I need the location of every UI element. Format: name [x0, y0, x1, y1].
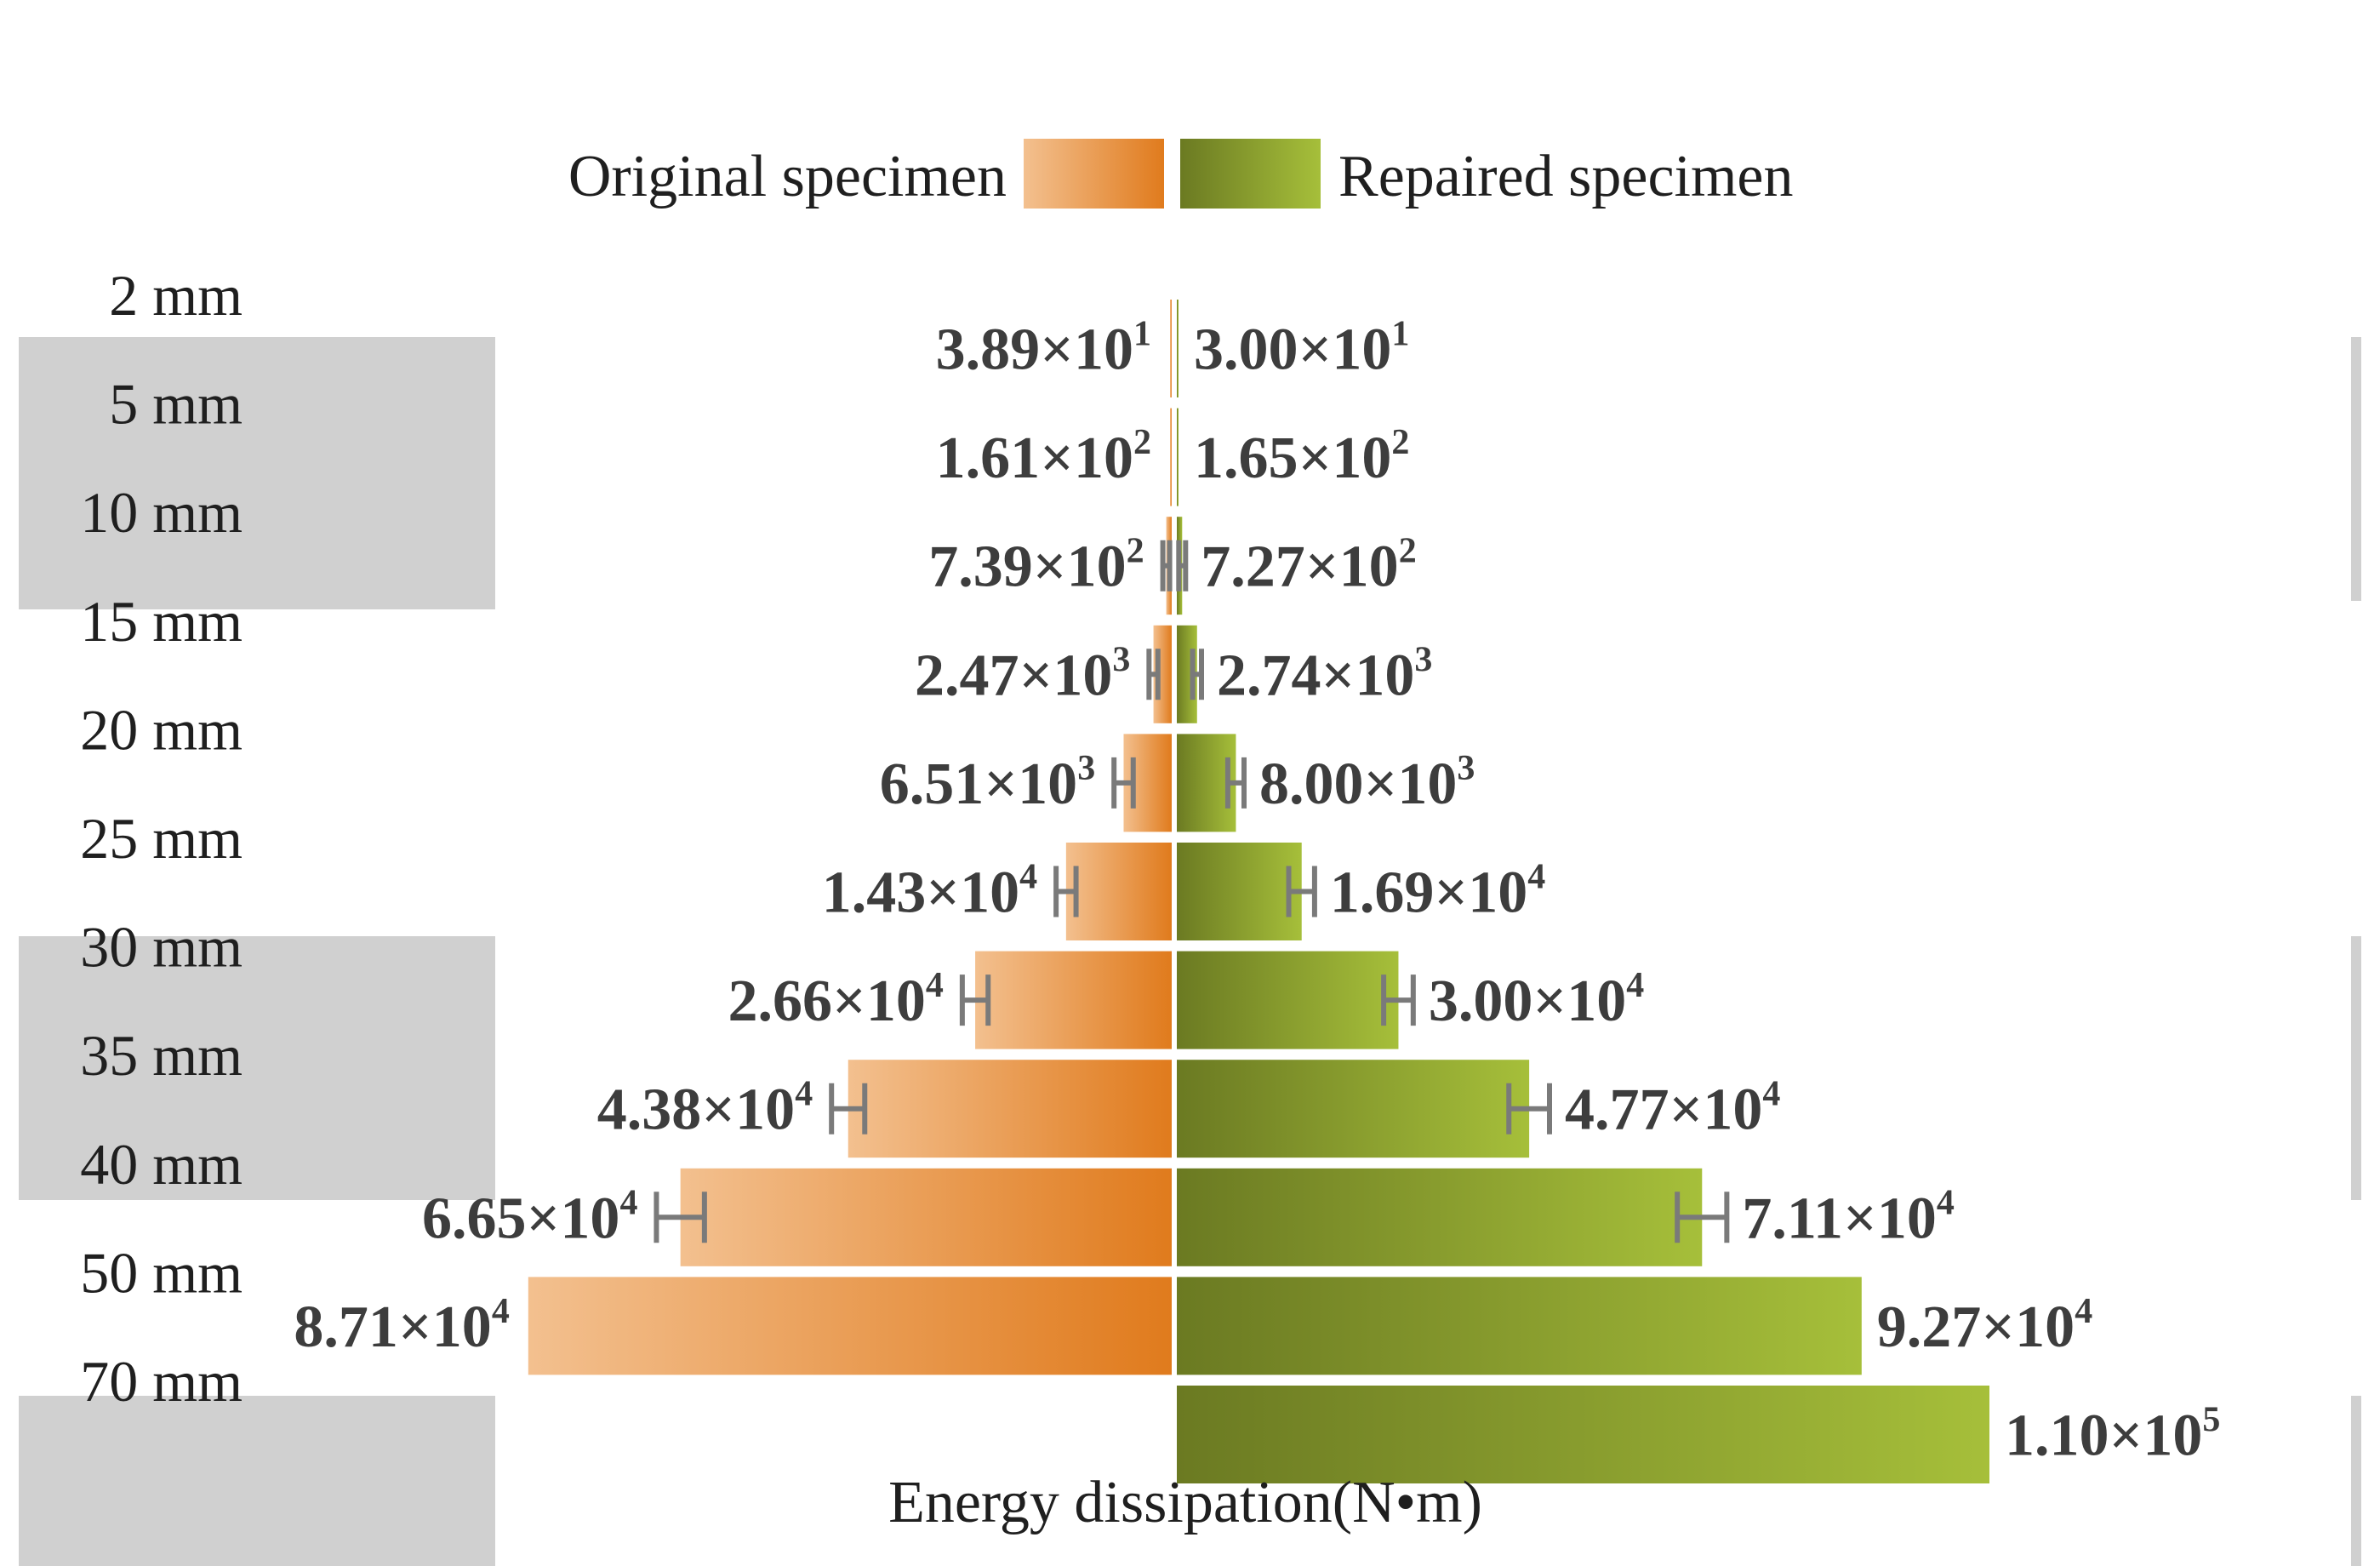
legend-label-repaired: Repaired specimen: [1338, 144, 1794, 209]
category-label: 5 mm: [109, 372, 243, 437]
value-label-original: 1.43×104: [822, 858, 1037, 926]
bar-repaired: [1177, 951, 1399, 1049]
legend: Original specimen Repaired specimen: [568, 139, 1794, 209]
x-axis-title: Energy dissipation(N•m): [888, 1470, 1482, 1535]
value-label-original: 7.39×102: [928, 532, 1144, 600]
error-bar-original: [1146, 649, 1161, 700]
category-label: 10 mm: [80, 480, 243, 545]
value-label-repaired: 7.11×104: [1742, 1183, 1955, 1251]
error-bar-repaired: [1506, 1083, 1552, 1134]
decorative-blocks: [19, 337, 2361, 1566]
bar-repaired: [1177, 843, 1302, 940]
value-label-repaired: 1.69×104: [1330, 858, 1545, 926]
category-label: 20 mm: [80, 697, 243, 762]
bar-repaired: [1177, 1277, 1862, 1375]
error-bar-original: [654, 1192, 707, 1243]
category-label: 40 mm: [80, 1132, 243, 1197]
category-label: 30 mm: [80, 915, 243, 980]
error-bar-repaired: [1675, 1192, 1730, 1243]
bar-original: [1170, 300, 1172, 397]
error-bar-repaired: [1190, 649, 1204, 700]
value-label-repaired: 7.27×102: [1201, 532, 1416, 600]
value-label-original: 6.65×104: [422, 1183, 637, 1251]
error-bar-original: [1160, 540, 1173, 592]
category-label: 25 mm: [80, 806, 243, 871]
error-bar-original: [1053, 866, 1079, 917]
value-label-repaired: 1.65×102: [1194, 423, 1409, 491]
value-label-original: 2.47×103: [915, 640, 1130, 708]
value-label-original: 6.51×103: [880, 749, 1095, 817]
error-bar-original: [1111, 757, 1136, 809]
bar-repaired: [1177, 1168, 1703, 1266]
value-labels: 3.89×101 3.00×101 1.61×102 1.65×102 7.39×102…: [294, 315, 2220, 1469]
category-label: 2 mm: [109, 263, 243, 328]
legend-swatch-repaired: [1180, 139, 1321, 209]
bar-original: [1065, 843, 1172, 940]
value-label-original: 1.61×102: [936, 423, 1151, 491]
value-label-repaired: 3.00×101: [1194, 315, 1409, 383]
error-bar-original: [959, 974, 991, 1026]
bar-repaired: [1177, 300, 1179, 397]
error-bar-repaired: [1224, 757, 1247, 809]
bar-original: [975, 951, 1172, 1049]
error-bar-repaired: [1176, 540, 1189, 592]
category-labels: 2 mm 5 mm 10 mm 15 mm 20 mm 25 mm 30 mm 35 mm 40…: [80, 263, 243, 1414]
value-label-repaired: 2.74×103: [1217, 640, 1432, 708]
value-label-repaired: 4.77×104: [1565, 1075, 1780, 1143]
error-bar-original: [829, 1083, 868, 1134]
value-label-repaired: 9.27×104: [1877, 1292, 2092, 1360]
bars: [528, 300, 1989, 1483]
bar-repaired: [1177, 1386, 1989, 1483]
value-label-repaired: 8.00×103: [1259, 749, 1475, 817]
bar-repaired: [1177, 1060, 1530, 1158]
legend-swatch-original: [1024, 139, 1164, 209]
value-label-original: 3.89×101: [936, 315, 1151, 383]
value-label-original: 8.71×104: [294, 1292, 509, 1360]
category-label: 50 mm: [80, 1240, 243, 1305]
category-label: 35 mm: [80, 1023, 243, 1088]
category-label: 70 mm: [80, 1349, 243, 1414]
value-label-original: 4.38×104: [597, 1075, 813, 1143]
value-label-repaired: 1.10×105: [2005, 1401, 2220, 1469]
error-bar-repaired: [1381, 974, 1416, 1026]
bar-original: [848, 1060, 1172, 1158]
legend-label-original: Original specimen: [568, 144, 1007, 209]
value-label-repaired: 3.00×104: [1429, 966, 1644, 1034]
bar-original: [680, 1168, 1172, 1266]
bar-original: [1170, 408, 1172, 506]
bar-original: [528, 1277, 1172, 1375]
error-bars: [654, 540, 1730, 1243]
category-label: 15 mm: [80, 589, 243, 654]
value-label-original: 2.66×104: [728, 966, 943, 1034]
error-bar-repaired: [1286, 866, 1317, 917]
bar-repaired: [1177, 408, 1179, 506]
